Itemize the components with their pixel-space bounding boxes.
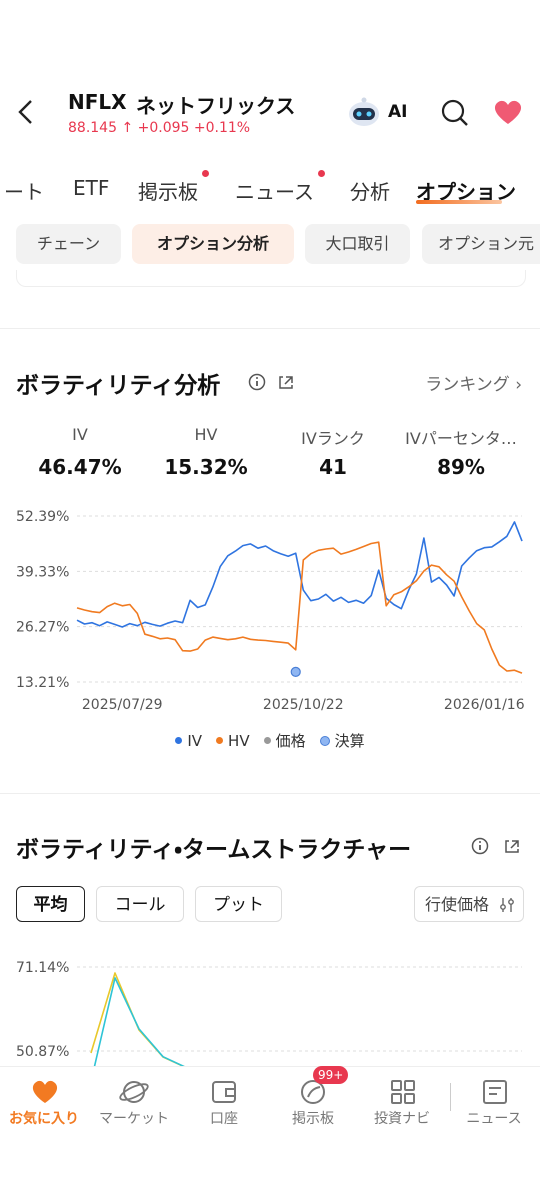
nav-label[interactable]: 口座 xyxy=(210,1111,238,1127)
x-tick-label: 2026/01/16 xyxy=(444,697,525,713)
section-icons[interactable] xyxy=(247,372,307,392)
legend-item[interactable]: IV xyxy=(175,730,202,751)
strike-filter[interactable]: 行使価格 xyxy=(414,886,524,922)
earnings-marker xyxy=(290,666,301,677)
subtab-active[interactable]: オプション分析 xyxy=(132,224,294,264)
filter-button-active[interactable]: 平均 xyxy=(16,886,85,922)
tab[interactable]: ETF xyxy=(73,176,110,200)
legend-swatch xyxy=(263,737,271,744)
series-line xyxy=(93,977,185,1066)
subtab[interactable]: チェーン xyxy=(16,224,121,264)
up-arrow: ↑ xyxy=(117,120,138,136)
nav-label[interactable]: 掲示板 xyxy=(292,1111,334,1127)
ai-robot-icon[interactable] xyxy=(346,96,382,128)
tab[interactable]: 掲示板 xyxy=(138,180,198,204)
y-tick-label: 13.21% xyxy=(16,675,69,691)
subtab[interactable]: オプション元 xyxy=(422,224,540,264)
ranking-link[interactable]: ランキング › xyxy=(425,375,522,395)
term-structure-chart: 50.87% 71.14% xyxy=(16,960,522,1066)
nav-icon-favorite[interactable] xyxy=(30,1079,60,1105)
series-line xyxy=(76,521,523,628)
series-line xyxy=(76,541,523,674)
nav-label-active[interactable]: お気に入り xyxy=(9,1111,79,1127)
tab[interactable]: 分析 xyxy=(350,180,390,204)
nav-icon-navi[interactable] xyxy=(389,1078,417,1106)
section-icons[interactable] xyxy=(470,836,530,856)
y-tick-label: 26.27% xyxy=(16,620,69,636)
stat-value: 15.32% xyxy=(164,455,248,479)
nav-separator xyxy=(450,1083,451,1111)
legend-swatch xyxy=(319,735,330,746)
tab-underline xyxy=(416,200,502,204)
filter-button[interactable]: プット xyxy=(195,886,282,922)
price: 88.145 xyxy=(68,120,117,136)
x-tick-label: 2025/10/22 xyxy=(263,697,344,713)
filter-button[interactable]: コール xyxy=(96,886,184,922)
nav-icon-board[interactable] xyxy=(299,1078,327,1106)
section-title: ボラティリティ分析 xyxy=(16,373,221,399)
divider xyxy=(0,793,540,794)
nav-label[interactable]: マーケット xyxy=(99,1111,169,1127)
nav-icon-news[interactable] xyxy=(481,1078,509,1106)
volatility-chart: 13.21% 26.27% 39.33% 52.39% 2025/07/29 2025/1… xyxy=(16,509,525,713)
back-icon[interactable] xyxy=(14,98,38,126)
favorite-icon[interactable] xyxy=(492,98,524,126)
ticker: NFLX xyxy=(68,90,127,114)
stock-name: ネットフリックス xyxy=(136,94,296,118)
section-title: ボラティリティ・タームストラクチャー xyxy=(16,837,412,863)
nav-badge: 99+ xyxy=(313,1066,349,1084)
legend-label: IV xyxy=(187,731,203,750)
stat-value: 41 xyxy=(319,455,347,479)
stat-value: 46.47% xyxy=(38,455,122,479)
nav-label[interactable]: ニュース xyxy=(466,1111,522,1127)
tab[interactable]: ート xyxy=(4,180,44,204)
legend-item[interactable]: 価格 xyxy=(263,730,306,751)
legend-swatch xyxy=(175,737,183,744)
legend-item[interactable]: HV xyxy=(216,730,250,751)
unread-dot xyxy=(202,170,209,177)
y-tick-label: 50.87% xyxy=(16,1044,69,1060)
tab[interactable]: ニュース xyxy=(235,180,314,204)
divider xyxy=(0,328,540,329)
x-tick-label: 2025/07/29 xyxy=(82,697,163,713)
stat-label: IVパーセンタ… xyxy=(405,429,517,448)
legend-label: 決算 xyxy=(334,732,365,750)
subtab[interactable]: 大口取引 xyxy=(305,224,410,264)
stat-label: HV xyxy=(194,425,218,444)
unread-dot xyxy=(318,170,325,177)
legend-swatch xyxy=(216,737,224,744)
card-edge xyxy=(16,270,526,287)
price-line: 88.145 ↑ +0.095 +0.11% xyxy=(68,120,250,136)
strike-filter-text[interactable]: 行使価格 xyxy=(425,895,490,914)
change-pct: +0.11% xyxy=(193,120,251,136)
nav-label[interactable]: 投資ナビ xyxy=(374,1111,430,1127)
y-tick-label: 52.39% xyxy=(16,509,69,525)
legend-item[interactable]: 決算 xyxy=(319,730,365,751)
stat-value: 89% xyxy=(437,455,485,479)
nav-icon-account[interactable] xyxy=(210,1078,238,1106)
nav-icon-market[interactable] xyxy=(119,1077,149,1107)
change: +0.095 xyxy=(137,120,190,136)
y-tick-label: 39.33% xyxy=(16,564,69,580)
ai-label[interactable]: AI xyxy=(388,102,408,122)
stat-label: IVランク xyxy=(301,429,365,448)
y-tick-label: 71.14% xyxy=(16,960,69,976)
bottom-nav xyxy=(0,1066,540,1201)
ranking-text[interactable]: ランキング xyxy=(425,375,510,395)
stat-label: IV xyxy=(72,425,88,444)
search-icon[interactable] xyxy=(440,98,470,128)
legend-label: 価格 xyxy=(275,732,306,750)
legend-label: HV xyxy=(228,731,250,750)
legend: IV HV 価格 決算 xyxy=(0,730,540,751)
settings-icon xyxy=(500,898,514,912)
